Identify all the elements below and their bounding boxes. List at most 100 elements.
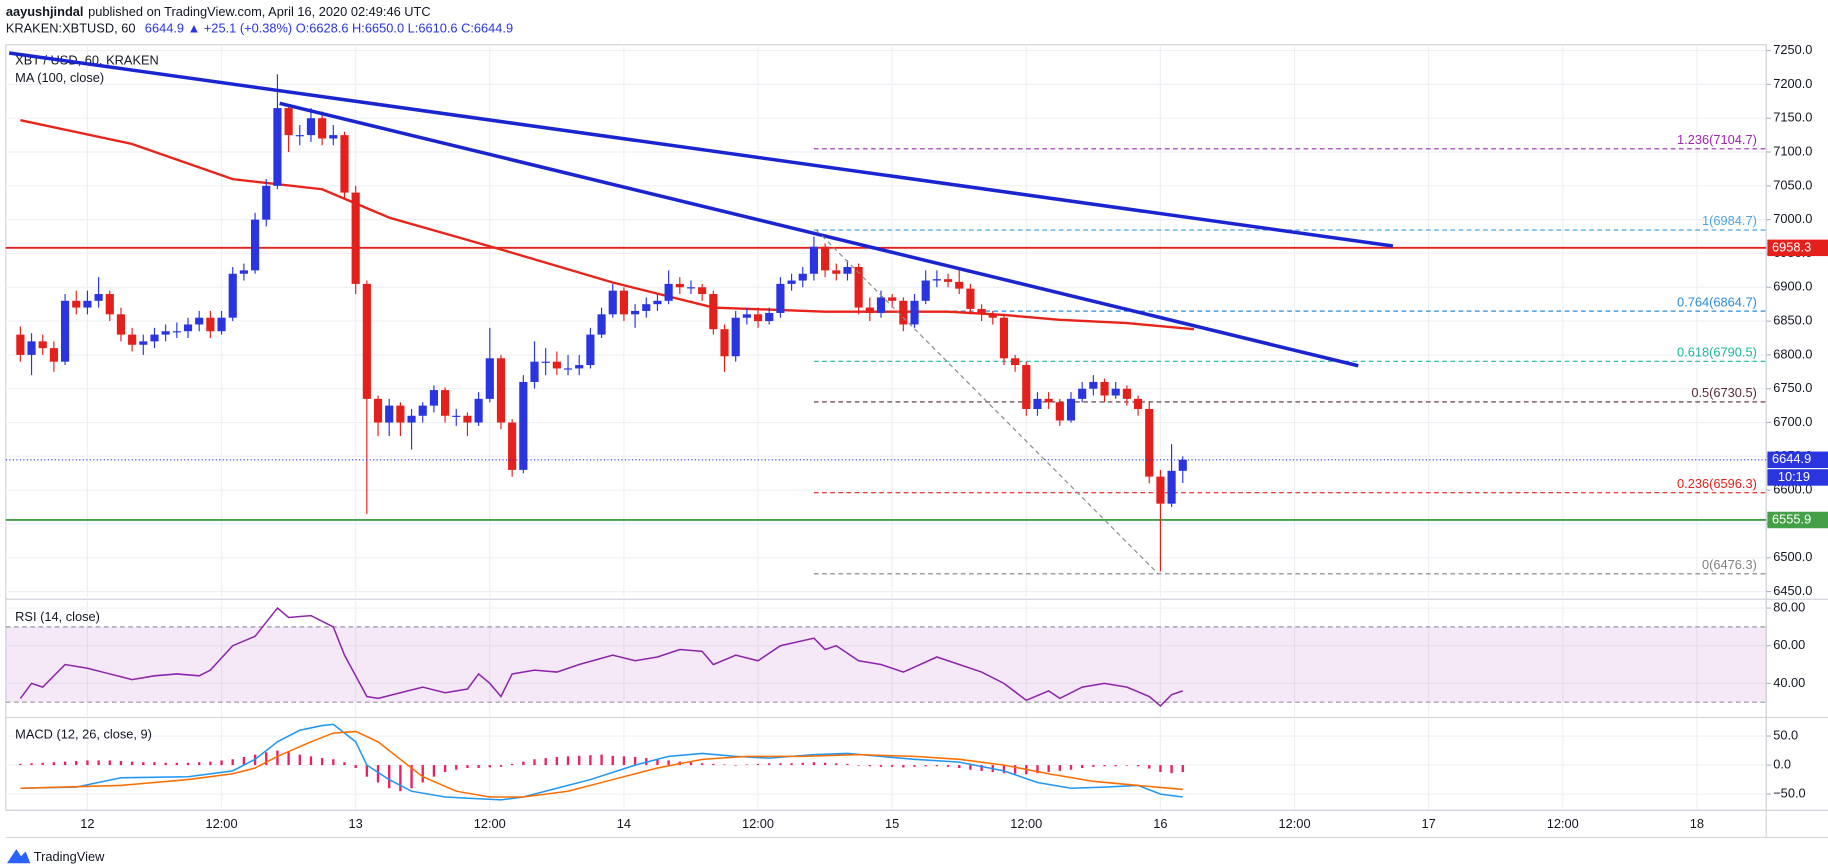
histogram-bar (555, 756, 559, 766)
candle-body (619, 290, 628, 315)
histogram-bar (276, 750, 279, 766)
candle-body (586, 334, 595, 366)
candle-body (988, 314, 997, 318)
candle-body (776, 283, 785, 313)
histogram-bar (790, 763, 793, 766)
histogram-bar (667, 760, 670, 766)
histogram-bar (779, 763, 782, 766)
last-price-badge (1767, 451, 1828, 469)
histogram-bar (823, 762, 827, 766)
candle-body (496, 358, 506, 423)
x-tick-label: 12:00 (205, 816, 237, 831)
candle-body (485, 358, 494, 399)
histogram-bar (142, 762, 145, 766)
candle-body (552, 361, 561, 369)
candle-body (787, 280, 796, 284)
candle-body (675, 283, 684, 288)
candle-body (373, 398, 383, 423)
candle-body (1033, 398, 1042, 410)
histogram-bar (220, 760, 223, 766)
symbol-line: KRAKEN:XBTUSD, 60 6644.9 ▲ +25.1 (+0.38%)… (6, 21, 513, 36)
trendline (815, 229, 1159, 575)
candle-body (966, 288, 975, 309)
candle-body (653, 300, 662, 305)
histogram-bar (846, 763, 849, 766)
histogram-bar (231, 759, 234, 766)
fib-label: 1.236(7104.7) (1677, 132, 1757, 147)
symbol: KRAKEN:XBTUSD, 60 (6, 21, 136, 36)
histogram-bar (265, 752, 268, 766)
histogram-bar (376, 765, 380, 783)
candle-body (541, 361, 550, 363)
histogram-bar (913, 765, 916, 767)
x-tick-label: 12:00 (1547, 816, 1579, 831)
histogram-bar (75, 761, 78, 766)
candle-body (206, 317, 215, 332)
candle-body (642, 304, 651, 311)
histogram-bar (946, 765, 950, 767)
histogram-bar (1103, 765, 1106, 767)
candle-body (38, 341, 47, 349)
histogram-bar (432, 765, 436, 777)
candle-body (150, 334, 159, 342)
candle-body (977, 308, 986, 315)
candle-body (798, 273, 807, 281)
candle-body (183, 324, 193, 332)
histogram-bar (879, 765, 883, 767)
candle-body (854, 266, 863, 308)
histogram-bar (499, 765, 503, 767)
y-tick-label: 7250.0 (1773, 42, 1812, 57)
candle-body (999, 317, 1009, 359)
candle-body (60, 300, 70, 362)
y-tick-label: 7200.0 (1773, 76, 1812, 91)
candle-body (943, 279, 953, 282)
histogram-bar (108, 760, 111, 766)
y-tick-label: −50.0 (1773, 785, 1805, 800)
histogram-bar (566, 756, 570, 766)
histogram-bar (153, 762, 156, 766)
histogram-bar (589, 755, 592, 766)
candle-body (1044, 398, 1053, 403)
histogram-bar (1125, 765, 1129, 766)
y-tick-label: 7000.0 (1773, 211, 1812, 226)
candle-body (530, 361, 539, 382)
series-line (20, 723, 1183, 801)
y-tick-label: 60.00 (1773, 637, 1805, 652)
histogram-bar (857, 765, 860, 766)
histogram-bar (801, 762, 804, 766)
histogram-bar (488, 765, 491, 768)
candle-body (1022, 365, 1031, 410)
histogram-bar (600, 754, 603, 766)
histogram-bar (544, 758, 547, 766)
y-tick-label: 6700.0 (1773, 414, 1812, 429)
histogram-bar (1136, 765, 1140, 767)
histogram-bar (712, 763, 715, 766)
histogram-bar (1013, 765, 1017, 774)
candle-body (765, 312, 774, 322)
y-tick-label: 6450.0 (1773, 583, 1812, 598)
histogram-bar (1159, 765, 1162, 773)
candle-body (139, 341, 148, 345)
histogram-bar (443, 765, 447, 773)
histogram-bar (578, 755, 581, 766)
histogram-bar (63, 761, 67, 766)
histogram-bar (477, 765, 480, 768)
candle-body (575, 365, 584, 369)
candle-body (94, 294, 103, 301)
fib-label: 0.236(6596.3) (1677, 476, 1757, 491)
histogram-bar (186, 762, 190, 766)
series-line (20, 730, 1183, 798)
candle-body (284, 108, 293, 136)
candle-body (910, 300, 919, 325)
fib-label: 0.5(6730.5) (1691, 385, 1757, 400)
last-price-label: 6644.9 (1772, 451, 1811, 466)
candle-body (195, 317, 204, 325)
y-tick-label: 80.00 (1773, 599, 1805, 614)
y-tick-label: 6800.0 (1773, 346, 1812, 361)
histogram-bar (745, 764, 749, 766)
candle-body (720, 329, 729, 357)
fib-label: 0.764(6864.7) (1677, 294, 1757, 309)
x-tick-label: 12:00 (1278, 816, 1310, 831)
